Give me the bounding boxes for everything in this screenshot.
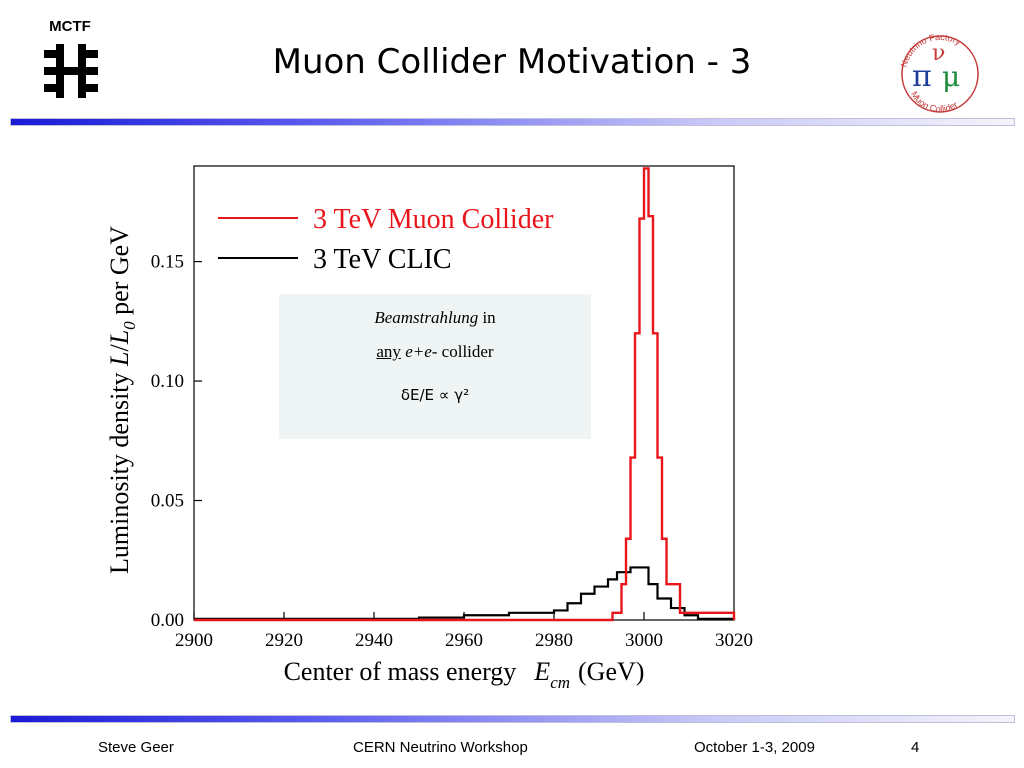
y-axis-label: Luminosity density L/L0 per GeV — [105, 226, 139, 574]
annotation-beamstrahlung: Beamstrahlung — [374, 308, 479, 327]
footer-event: CERN Neutrino Workshop — [353, 739, 528, 756]
y-axis-label-suffix: per GeV — [105, 226, 134, 322]
bottom-divider — [10, 715, 1015, 723]
x-tick-label: 2980 — [535, 630, 573, 651]
x-tick-label: 2960 — [445, 630, 483, 651]
legend-clic-label: 3 TeV CLIC — [313, 244, 452, 275]
footer-page-number: 4 — [911, 739, 920, 756]
pi-symbol: π — [912, 59, 932, 94]
muon-series-line — [194, 167, 736, 622]
x-axis-symbol: E — [533, 657, 550, 686]
footer-date: October 1-3, 2009 — [694, 739, 815, 756]
y-tick-label: 0.00 — [151, 610, 184, 631]
mctf-label: MCTF — [49, 18, 91, 35]
fermilab-logo-icon — [44, 44, 98, 98]
mu-symbol: μ — [942, 60, 960, 93]
x-tick-label: 2940 — [355, 630, 393, 651]
top-divider — [10, 118, 1015, 126]
legend-muon-label: 3 TeV Muon Collider — [313, 204, 554, 235]
legend: 3 TeV Muon Collider 3 TeV CLIC — [218, 204, 554, 275]
annotation-ee: e+e- — [400, 342, 438, 361]
x-tick-label: 3000 — [625, 630, 663, 651]
x-axis-subscript: cm — [550, 673, 570, 692]
footer-author: Steve Geer — [98, 739, 174, 756]
annotation-collider: collider — [437, 342, 494, 361]
beamstrahlung-annotation: Beamstrahlung in any e+e- collider δE/E … — [279, 294, 591, 439]
annotation-formula: δE/E ∝ γ² — [400, 386, 470, 404]
x-tick-label: 2900 — [175, 630, 213, 651]
y-tick-label: 0.05 — [151, 491, 184, 512]
y-axis-label-l: L — [105, 352, 134, 367]
annotation-line-2: any e+e- collider — [279, 342, 591, 362]
x-tick-label: 3020 — [715, 630, 753, 651]
y-axis-label-l0: L — [105, 330, 134, 345]
y-axis-label-slash: / — [105, 344, 134, 352]
x-axis-label-text: Center of mass energy — [284, 657, 517, 686]
x-axis-label: Center of mass energy Ecm (GeV) — [284, 657, 645, 692]
annotation-in: in — [478, 308, 496, 327]
x-axis-unit: (GeV) — [578, 657, 644, 686]
annotation-any: any — [376, 342, 401, 361]
neutrino-factory-logo: Neutrino Factory Muon Collider ν π μ — [899, 32, 979, 114]
y-tick-label: 0.15 — [151, 252, 184, 273]
y-axis-label-prefix: Luminosity density — [105, 366, 134, 574]
y-axis-label-l0-sub: 0 — [120, 321, 139, 330]
annotation-line-1: Beamstrahlung in — [279, 308, 591, 328]
slide-title: Muon Collider Motivation - 3 — [272, 42, 752, 82]
y-tick-label: 0.10 — [151, 371, 184, 392]
nu-symbol: ν — [932, 41, 945, 66]
x-tick-label: 2920 — [265, 630, 303, 651]
